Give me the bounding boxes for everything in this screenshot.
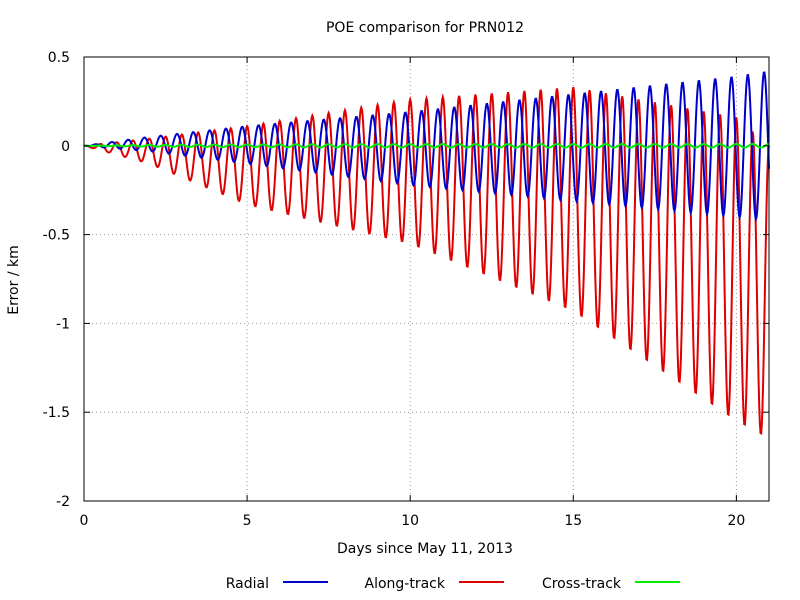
- chart-title: POE comparison for PRN012: [326, 20, 524, 36]
- series-line-radial: [83, 71, 770, 223]
- plot-frame: [83, 56, 770, 502]
- x-tick-label: 0: [80, 513, 89, 529]
- y-tick-label: 0.5: [48, 50, 70, 66]
- x-tick-label: 15: [564, 513, 582, 529]
- legend-label: Along-track: [365, 576, 446, 592]
- y-axis-label: Error / km: [6, 245, 22, 315]
- x-tick-label: 20: [727, 513, 745, 529]
- x-axis-label: Days since May 11, 2013: [337, 541, 513, 557]
- y-tick-label: -1.5: [43, 405, 70, 421]
- y-tick-label: -2: [56, 494, 70, 510]
- series-line-cross-track: [83, 143, 770, 149]
- y-tick-label: 0: [61, 139, 70, 155]
- x-tick-label: 10: [401, 513, 419, 529]
- y-axis: 0.5 0 -0.5 -1 -1.5 -2: [43, 50, 769, 510]
- x-axis: 0 5 10 15 20: [80, 57, 745, 529]
- series-lines: [83, 71, 770, 436]
- legend-label: Cross-track: [542, 576, 622, 592]
- legend: Radial Along-track Cross-track: [226, 576, 680, 592]
- y-tick-label: -1: [56, 316, 70, 332]
- series-line-along-track: [83, 87, 770, 436]
- legend-label: Radial: [226, 576, 269, 592]
- x-tick-label: 5: [243, 513, 252, 529]
- y-tick-label: -0.5: [43, 228, 70, 244]
